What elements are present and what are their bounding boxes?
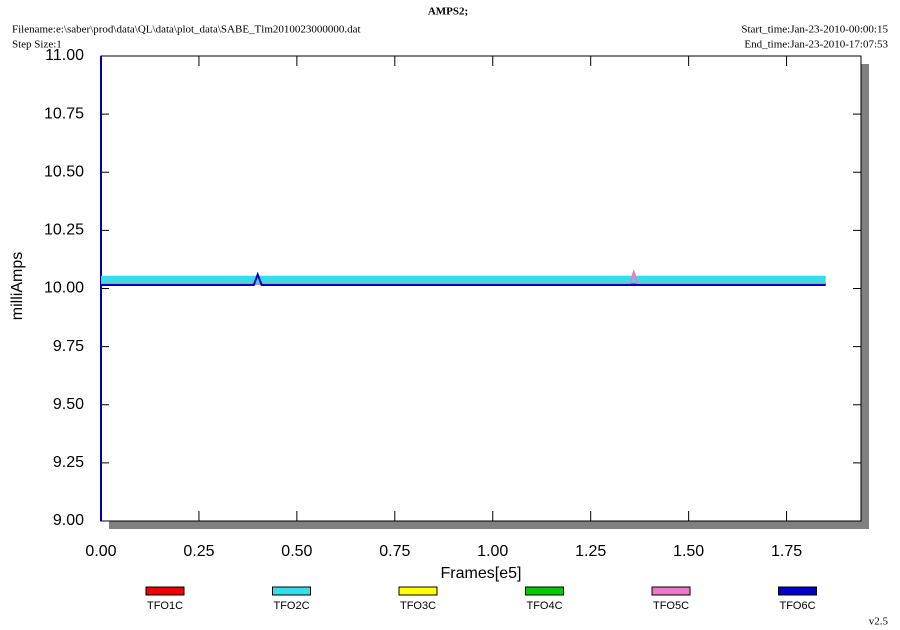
x-tick-label: 1.00 bbox=[477, 543, 508, 560]
y-tick-label: 10.25 bbox=[44, 222, 84, 239]
end-time: End_time:Jan-23-2010-17:07:53 bbox=[744, 39, 888, 51]
x-tick-label: 1.75 bbox=[771, 543, 802, 560]
legend-swatch bbox=[651, 586, 691, 596]
y-tick-label: 10.75 bbox=[44, 105, 84, 122]
x-tick-label: 0.50 bbox=[281, 543, 312, 560]
x-tick-label: 0.75 bbox=[379, 543, 410, 560]
legend-label: TFO6C bbox=[779, 600, 815, 612]
filename: Filename:e:\saber\prod\data\QL\data\plot… bbox=[12, 24, 361, 36]
legend-swatch bbox=[145, 586, 185, 596]
y-tick-label: 10.50 bbox=[44, 163, 84, 180]
legend-swatch bbox=[778, 586, 817, 596]
x-tick-label: 1.25 bbox=[575, 543, 606, 560]
y-tick-label: 9.00 bbox=[53, 512, 84, 529]
legend-label: TFO5C bbox=[653, 600, 689, 612]
series-line bbox=[101, 271, 826, 286]
step-size: Step Size:1 bbox=[12, 39, 62, 51]
y-tick-label: 9.75 bbox=[53, 338, 84, 355]
chart-title: AMPS2; bbox=[428, 6, 468, 18]
y-axis-label: milliAmps bbox=[9, 252, 26, 320]
legend-label: TFO1C bbox=[147, 600, 183, 612]
legend-label: TFO2C bbox=[273, 600, 309, 612]
legend-swatch bbox=[398, 586, 438, 596]
y-tick-label: 11.00 bbox=[45, 47, 84, 64]
version: v2.5 bbox=[869, 616, 889, 628]
start-time: Start_time:Jan-23-2010-00:00:15 bbox=[741, 24, 888, 36]
legend-label: TFO4C bbox=[526, 600, 562, 612]
x-axis-label: Frames[e5] bbox=[441, 565, 522, 582]
y-tick-label: 9.50 bbox=[53, 396, 84, 413]
y-tick-label: 10.00 bbox=[44, 280, 84, 297]
y-tick-label: 9.25 bbox=[53, 454, 84, 471]
legend-swatch bbox=[525, 586, 564, 596]
x-tick-label: 0.00 bbox=[85, 543, 116, 560]
legend-label: TFO3C bbox=[400, 600, 436, 612]
x-tick-label: 0.25 bbox=[183, 543, 214, 560]
x-tick-label: 1.50 bbox=[673, 543, 704, 560]
legend-swatch bbox=[272, 586, 311, 596]
plot-area bbox=[100, 55, 862, 522]
